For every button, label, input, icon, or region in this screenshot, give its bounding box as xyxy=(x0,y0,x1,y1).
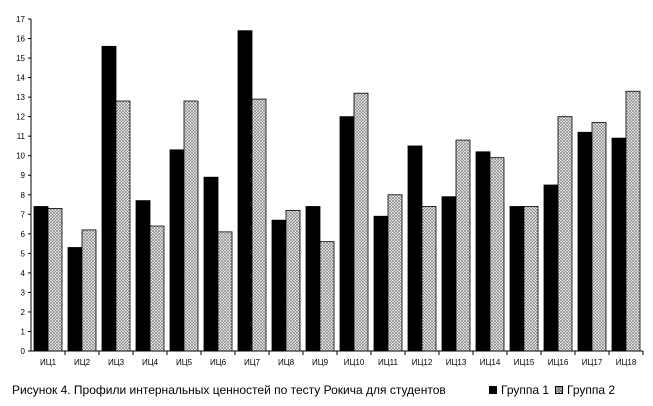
legend-label-group-2: Группа 2 xyxy=(567,383,616,397)
x-tick-label: ИЦ10 xyxy=(344,358,365,367)
bar-group-1 xyxy=(271,219,287,352)
y-tick-label: 4 xyxy=(21,269,26,278)
x-tick-label: ИЦ12 xyxy=(412,358,433,367)
y-tick-label: 13 xyxy=(16,93,25,102)
x-axis: ИЦ1 ИЦ2 ИЦ3 ИЦ4 ИЦ5 ИЦ6 ИЦ7 ИЦ8 ИЦ9 ИЦ10 ИЦ11 ИЦ12 И… xyxy=(31,350,644,367)
x-tick-label: ИЦ1 xyxy=(40,358,57,367)
bar-group-2 xyxy=(625,90,641,352)
bar-group-2 xyxy=(217,231,233,352)
bar-group-1 xyxy=(475,151,491,352)
x-tick-label: ИЦ2 xyxy=(74,358,91,367)
y-tick-label: 2 xyxy=(21,308,26,317)
bar-group-2 xyxy=(319,241,335,352)
y-tick-label: 16 xyxy=(16,35,25,44)
x-tick-label: ИЦ4 xyxy=(142,358,159,367)
bar-group-1 xyxy=(611,137,627,352)
bar-group-2 xyxy=(387,194,403,352)
x-tick-label: ИЦ17 xyxy=(582,358,603,367)
bar-group-1 xyxy=(339,116,355,352)
x-tick-label: ИЦ6 xyxy=(210,358,227,367)
bar-group-1 xyxy=(441,196,457,352)
y-tick-label: 15 xyxy=(16,54,25,63)
bar-group-1 xyxy=(373,215,389,352)
x-tick-label: ИЦ7 xyxy=(244,358,261,367)
legend-item-group-1: Группа 1 xyxy=(489,383,549,397)
bar-group-2 xyxy=(149,225,165,352)
legend: Группа 1 Группа 2 xyxy=(489,383,621,397)
legend-item-group-2: Группа 2 xyxy=(555,383,615,397)
y-tick-label: 0 xyxy=(21,347,26,356)
bar-group-1 xyxy=(101,45,117,352)
bar-group-1 xyxy=(203,176,219,352)
bar-group-2 xyxy=(421,206,437,352)
bar-group-2 xyxy=(557,116,573,352)
x-tick-label: ИЦ14 xyxy=(480,358,501,367)
y-tick-label: 10 xyxy=(16,152,25,161)
y-tick-label: 6 xyxy=(21,230,26,239)
legend-swatch-group-2 xyxy=(555,386,564,394)
bar-group-1 xyxy=(407,145,423,352)
y-tick-label: 11 xyxy=(17,132,26,141)
bar-group-2 xyxy=(115,100,131,352)
y-tick-label: 14 xyxy=(16,74,25,83)
bar-group-2 xyxy=(455,139,471,352)
bar-group-2 xyxy=(353,92,369,352)
bar-group-2 xyxy=(523,206,539,352)
bar-group-2 xyxy=(81,229,97,352)
bar-group-1 xyxy=(67,247,83,352)
chart-caption: Рисунок 4. Профили интернальных ценносте… xyxy=(12,383,446,397)
bar-group-1 xyxy=(33,206,49,352)
bar-group-2 xyxy=(183,100,199,352)
bar-group-2 xyxy=(591,122,607,352)
y-tick-label: 1 xyxy=(21,327,26,336)
bar-group-2 xyxy=(489,157,505,352)
bar-group-1 xyxy=(509,206,525,352)
x-tick-label: ИЦ13 xyxy=(446,358,467,367)
y-tick-label: 9 xyxy=(21,171,26,180)
legend-label-group-1: Группа 1 xyxy=(501,383,550,397)
x-tick-label: ИЦ16 xyxy=(548,358,569,367)
x-tick-label: ИЦ3 xyxy=(108,358,125,367)
bars-group xyxy=(33,30,641,352)
bar-group-1 xyxy=(135,200,151,352)
bar-group-2 xyxy=(285,209,301,352)
x-tick-label: ИЦ5 xyxy=(176,358,193,367)
y-tick-label: 12 xyxy=(16,113,25,122)
bar-group-2 xyxy=(47,208,63,352)
x-tick-label: ИЦ15 xyxy=(514,358,535,367)
x-tick-label: ИЦ8 xyxy=(278,358,295,367)
bar-group-1 xyxy=(169,149,185,352)
x-tick-label: ИЦ18 xyxy=(616,358,637,367)
legend-swatch-group-1 xyxy=(489,386,497,394)
bar-group-1 xyxy=(237,30,253,352)
x-tick-label: ИЦ9 xyxy=(312,358,329,367)
bar-group-2 xyxy=(251,98,267,352)
x-tick-label: ИЦ11 xyxy=(378,358,399,367)
y-tick-label: 3 xyxy=(21,288,26,297)
bar-group-1 xyxy=(305,206,321,352)
bar-group-1 xyxy=(577,131,593,352)
bar-group-1 xyxy=(543,184,559,352)
y-tick-label: 7 xyxy=(21,210,26,219)
y-tick-label: 5 xyxy=(21,249,26,258)
y-tick-label: 17 xyxy=(16,15,25,24)
y-tick-label: 8 xyxy=(21,191,26,200)
